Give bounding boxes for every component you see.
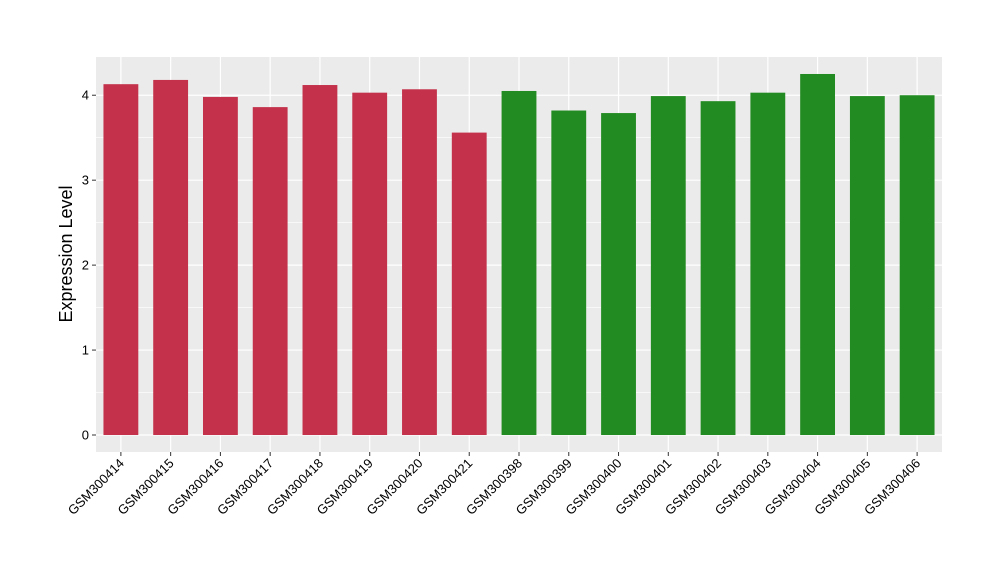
bar-gsm300398 — [501, 90, 537, 436]
bar-gsm300419 — [352, 92, 388, 436]
bar-gsm300401 — [650, 96, 686, 436]
y-tick-label: 1 — [82, 343, 89, 358]
bar-gsm300416 — [202, 96, 238, 436]
y-tick-label: 0 — [82, 428, 89, 443]
bar-gsm300415 — [153, 79, 189, 436]
bar-gsm300402 — [700, 101, 736, 436]
bar-gsm300405 — [849, 96, 885, 436]
y-tick-label: 2 — [82, 258, 89, 273]
bar-gsm300400 — [601, 113, 636, 436]
bar-gsm300406 — [899, 95, 935, 436]
bar-gsm300420 — [402, 89, 437, 436]
bar-gsm300404 — [800, 73, 836, 436]
bar-gsm300399 — [551, 110, 587, 436]
bar-gsm300421 — [451, 132, 487, 436]
bar-gsm300403 — [750, 92, 786, 436]
bars — [103, 73, 935, 436]
bar-gsm300414 — [103, 84, 139, 436]
bar-gsm300417 — [252, 107, 288, 436]
y-axis-title: Expression Level — [56, 185, 76, 322]
bar-gsm300418 — [302, 85, 338, 436]
y-tick-label: 4 — [82, 88, 89, 103]
y-tick-label: 3 — [82, 173, 89, 188]
